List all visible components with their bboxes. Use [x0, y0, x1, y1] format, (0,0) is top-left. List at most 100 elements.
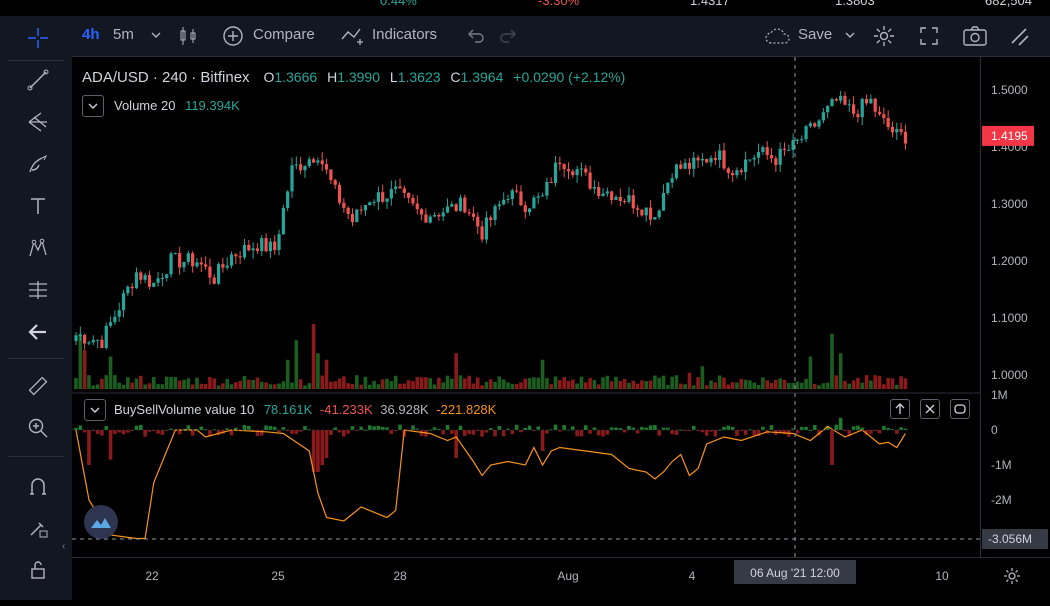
publish-icon[interactable]	[1008, 25, 1030, 51]
text-icon[interactable]	[20, 188, 56, 224]
time-axis[interactable]: 22 25 28 Aug 4 10 06 Aug '21 12:00	[72, 557, 1050, 601]
symbol-title[interactable]: ADA/USD · 240 · Bitfinex	[82, 69, 250, 86]
volume-bar	[540, 359, 545, 389]
candle-body	[536, 196, 540, 198]
lock-drawing-icon[interactable]	[20, 510, 56, 546]
indicator-name[interactable]: BuySellVolume value 10	[114, 402, 255, 417]
measure-lines-icon[interactable]	[20, 272, 56, 308]
bsv-bar	[670, 430, 674, 435]
indicators-icon[interactable]	[340, 25, 368, 51]
candle-body	[471, 213, 476, 217]
candle-body	[739, 170, 743, 173]
candle-body	[899, 129, 903, 132]
unlock-icon[interactable]	[20, 552, 56, 588]
app-logo-icon[interactable]	[84, 505, 118, 539]
candle-body	[178, 252, 182, 268]
candle-body	[510, 190, 514, 200]
bsv-bar	[622, 430, 627, 433]
undo-icon[interactable]	[466, 26, 486, 50]
bsv-bar	[657, 430, 661, 436]
bsv-bar	[562, 425, 566, 430]
collapse-indicator-button[interactable]	[84, 399, 106, 421]
price-axis[interactable]: 1.5000 1.4000 1.3000 1.2000 1.1000 1.0000 1.41…	[980, 57, 1050, 557]
interval-4h-button[interactable]: 4h	[82, 26, 100, 43]
candle-body	[307, 159, 311, 166]
bsv-bar	[791, 428, 795, 430]
save-chevron-icon[interactable]	[844, 28, 856, 45]
bsv-bar	[199, 426, 204, 430]
volume-bar	[182, 379, 186, 389]
close-pane-icon[interactable]	[920, 399, 940, 419]
ruler-icon[interactable]	[20, 368, 56, 404]
camera-icon[interactable]	[962, 25, 988, 51]
bsv-bar	[886, 427, 890, 430]
bsv-bar	[588, 430, 592, 434]
magnet-icon[interactable]	[20, 468, 56, 504]
candle-body	[657, 210, 661, 218]
brush-icon[interactable]	[20, 146, 56, 182]
move-pane-up-icon[interactable]	[890, 399, 910, 419]
maximize-pane-icon[interactable]	[950, 399, 970, 419]
volume-name[interactable]: Volume 20	[114, 98, 176, 113]
bsv-bar	[510, 430, 515, 435]
volume-bar	[527, 378, 532, 389]
volume-bar	[363, 376, 368, 389]
collapse-toolbar-icon[interactable]: ‹	[62, 541, 66, 552]
volume-bar	[609, 381, 614, 389]
indicators-button[interactable]: Indicators	[372, 26, 438, 43]
candle-body	[480, 226, 484, 240]
chart-plot-area[interactable]: ADA/USD · 240 · Bitfinex O1.3666 H1.3990…	[62, 57, 980, 557]
price-tick-label: 1.1000	[991, 311, 1028, 325]
candle-style-icon[interactable]	[178, 25, 198, 51]
interval-5m-button[interactable]: 5m	[113, 26, 134, 43]
compare-plus-icon[interactable]	[222, 25, 244, 51]
volume-bar	[545, 378, 549, 389]
volume-bar	[151, 377, 156, 389]
back-arrow-icon[interactable]	[20, 314, 56, 350]
volume-bar	[601, 377, 605, 389]
pitchfork-icon[interactable]	[20, 104, 56, 140]
volume-bar	[860, 382, 865, 389]
volume-bar	[320, 375, 325, 389]
candle-body	[774, 158, 778, 165]
candle-body	[614, 196, 618, 201]
candle-body	[117, 310, 121, 317]
volume-bar	[847, 383, 852, 389]
zoom-in-icon[interactable]	[20, 410, 56, 446]
bsv-bar	[748, 429, 752, 431]
bsv-bar	[726, 425, 731, 430]
candle-body	[830, 99, 834, 106]
candle-body	[411, 197, 415, 204]
collapse-legend-button[interactable]	[82, 95, 104, 117]
bsv-bar	[216, 430, 221, 436]
axis-settings-gear-icon[interactable]	[1002, 566, 1022, 591]
candle-body	[502, 199, 506, 205]
bsv-bar	[363, 429, 368, 431]
candle-body	[204, 264, 208, 267]
bsv-bar	[303, 425, 307, 430]
candle-body	[843, 95, 847, 105]
redo-icon[interactable]	[498, 26, 518, 50]
volume-bar	[126, 377, 130, 389]
volume-bar	[143, 384, 147, 389]
candle-body	[666, 182, 670, 193]
trend-line-icon[interactable]	[20, 62, 56, 98]
candle-body	[553, 162, 558, 183]
bsv-bar	[579, 430, 584, 437]
settings-gear-icon[interactable]	[872, 24, 896, 52]
ticker-strip: 0.44% -3.30% 1.4317 1.3803 682,504	[0, 0, 1050, 10]
save-button[interactable]: Save	[798, 26, 833, 43]
crosshair-date-badge	[734, 560, 856, 584]
volume-bar	[653, 375, 657, 389]
compare-button[interactable]: Compare	[253, 26, 315, 43]
pattern-icon[interactable]	[20, 230, 56, 266]
candle-body	[104, 325, 108, 349]
cloud-save-icon[interactable]	[764, 26, 794, 50]
crosshair-icon[interactable]	[20, 20, 56, 56]
chevron-down-icon[interactable]	[150, 28, 162, 45]
candle-body	[821, 112, 825, 121]
fullscreen-icon[interactable]	[918, 25, 940, 51]
chart-canvas[interactable]	[72, 57, 980, 557]
bsv-bar	[139, 424, 143, 430]
bsv-bar	[324, 430, 329, 458]
